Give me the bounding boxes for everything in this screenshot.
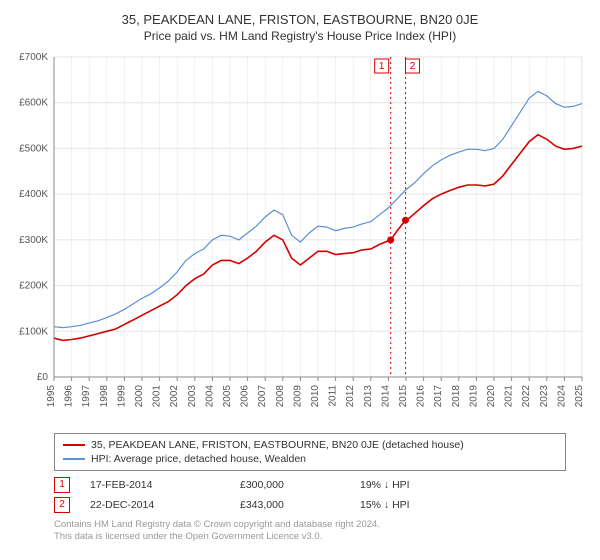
- footer: Contains HM Land Registry data © Crown c…: [54, 519, 566, 544]
- svg-text:2001: 2001: [152, 385, 163, 408]
- svg-text:2000: 2000: [134, 385, 145, 408]
- svg-text:2015: 2015: [398, 385, 409, 408]
- svg-text:1: 1: [379, 61, 385, 72]
- svg-text:2019: 2019: [468, 385, 479, 408]
- svg-text:2010: 2010: [310, 385, 321, 408]
- chart-plot: £0 £100K £200K £300K £400K £500K £600K £700K 199…: [0, 49, 600, 429]
- svg-text:2017: 2017: [433, 385, 444, 408]
- legend-label: HPI: Average price, detached house, Weal…: [91, 453, 306, 465]
- svg-text:2013: 2013: [363, 385, 374, 408]
- legend: 35, PEAKDEAN LANE, FRISTON, EASTBOURNE, …: [54, 433, 566, 471]
- svg-text:2006: 2006: [240, 385, 251, 408]
- svg-text:2020: 2020: [486, 385, 497, 408]
- svg-text:2002: 2002: [169, 385, 180, 408]
- svg-text:2005: 2005: [222, 385, 233, 408]
- svg-text:2011: 2011: [328, 385, 339, 407]
- svg-text:2023: 2023: [539, 385, 550, 408]
- legend-swatch: [63, 444, 85, 446]
- sale-delta: 19% ↓ HPI: [360, 479, 480, 491]
- svg-text:2009: 2009: [292, 385, 303, 408]
- svg-text:2: 2: [410, 61, 416, 72]
- legend-swatch: [63, 458, 85, 460]
- sale-points-table: 1 17-FEB-2014£300,00019% ↓ HPI 2 22-DEC-201…: [54, 475, 566, 515]
- svg-text:1997: 1997: [81, 385, 92, 408]
- legend-item: 35, PEAKDEAN LANE, FRISTON, EASTBOURNE, …: [63, 438, 557, 452]
- svg-text:£700K: £700K: [19, 52, 48, 63]
- svg-text:1999: 1999: [116, 385, 127, 408]
- sale-date: 17-FEB-2014: [90, 479, 240, 491]
- sale-delta: 15% ↓ HPI: [360, 499, 480, 511]
- svg-text:2018: 2018: [451, 385, 462, 408]
- svg-text:2014: 2014: [380, 385, 391, 408]
- svg-text:1998: 1998: [99, 385, 110, 408]
- svg-text:2022: 2022: [521, 385, 532, 408]
- sale-price: £343,000: [240, 499, 360, 511]
- svg-text:£500K: £500K: [19, 143, 48, 154]
- svg-text:2004: 2004: [204, 385, 215, 408]
- svg-text:£200K: £200K: [19, 281, 48, 292]
- footer-line-1: Contains HM Land Registry data © Crown c…: [54, 519, 566, 531]
- sale-point-row: 2 22-DEC-2014£343,00015% ↓ HPI: [54, 495, 566, 515]
- legend-label: 35, PEAKDEAN LANE, FRISTON, EASTBOURNE, …: [91, 439, 464, 451]
- footer-line-2: This data is licensed under the Open Gov…: [54, 531, 566, 543]
- svg-text:2016: 2016: [416, 385, 427, 408]
- chart-subtitle: Price paid vs. HM Land Registry's House …: [0, 29, 600, 43]
- svg-text:£600K: £600K: [19, 98, 48, 109]
- svg-text:£400K: £400K: [19, 189, 48, 200]
- sale-point-badge: 2: [54, 497, 70, 513]
- sale-price: £300,000: [240, 479, 360, 491]
- legend-item: HPI: Average price, detached house, Weal…: [63, 452, 557, 466]
- sale-point-row: 1 17-FEB-2014£300,00019% ↓ HPI: [54, 475, 566, 495]
- svg-text:2008: 2008: [275, 385, 286, 408]
- svg-text:1996: 1996: [64, 385, 75, 408]
- svg-text:£100K: £100K: [19, 326, 48, 337]
- chart-title: 35, PEAKDEAN LANE, FRISTON, EASTBOURNE, …: [0, 12, 600, 27]
- svg-text:£0: £0: [37, 372, 49, 383]
- chart-container: 35, PEAKDEAN LANE, FRISTON, EASTBOURNE, …: [0, 12, 600, 544]
- svg-text:£300K: £300K: [19, 235, 48, 246]
- svg-text:2025: 2025: [574, 385, 585, 408]
- svg-text:2003: 2003: [187, 385, 198, 408]
- sale-date: 22-DEC-2014: [90, 499, 240, 511]
- svg-text:1995: 1995: [46, 385, 57, 408]
- svg-text:2007: 2007: [257, 385, 268, 408]
- svg-text:2012: 2012: [345, 385, 356, 408]
- svg-text:2024: 2024: [556, 385, 567, 408]
- svg-text:2021: 2021: [504, 385, 515, 408]
- sale-point-badge: 1: [54, 477, 70, 493]
